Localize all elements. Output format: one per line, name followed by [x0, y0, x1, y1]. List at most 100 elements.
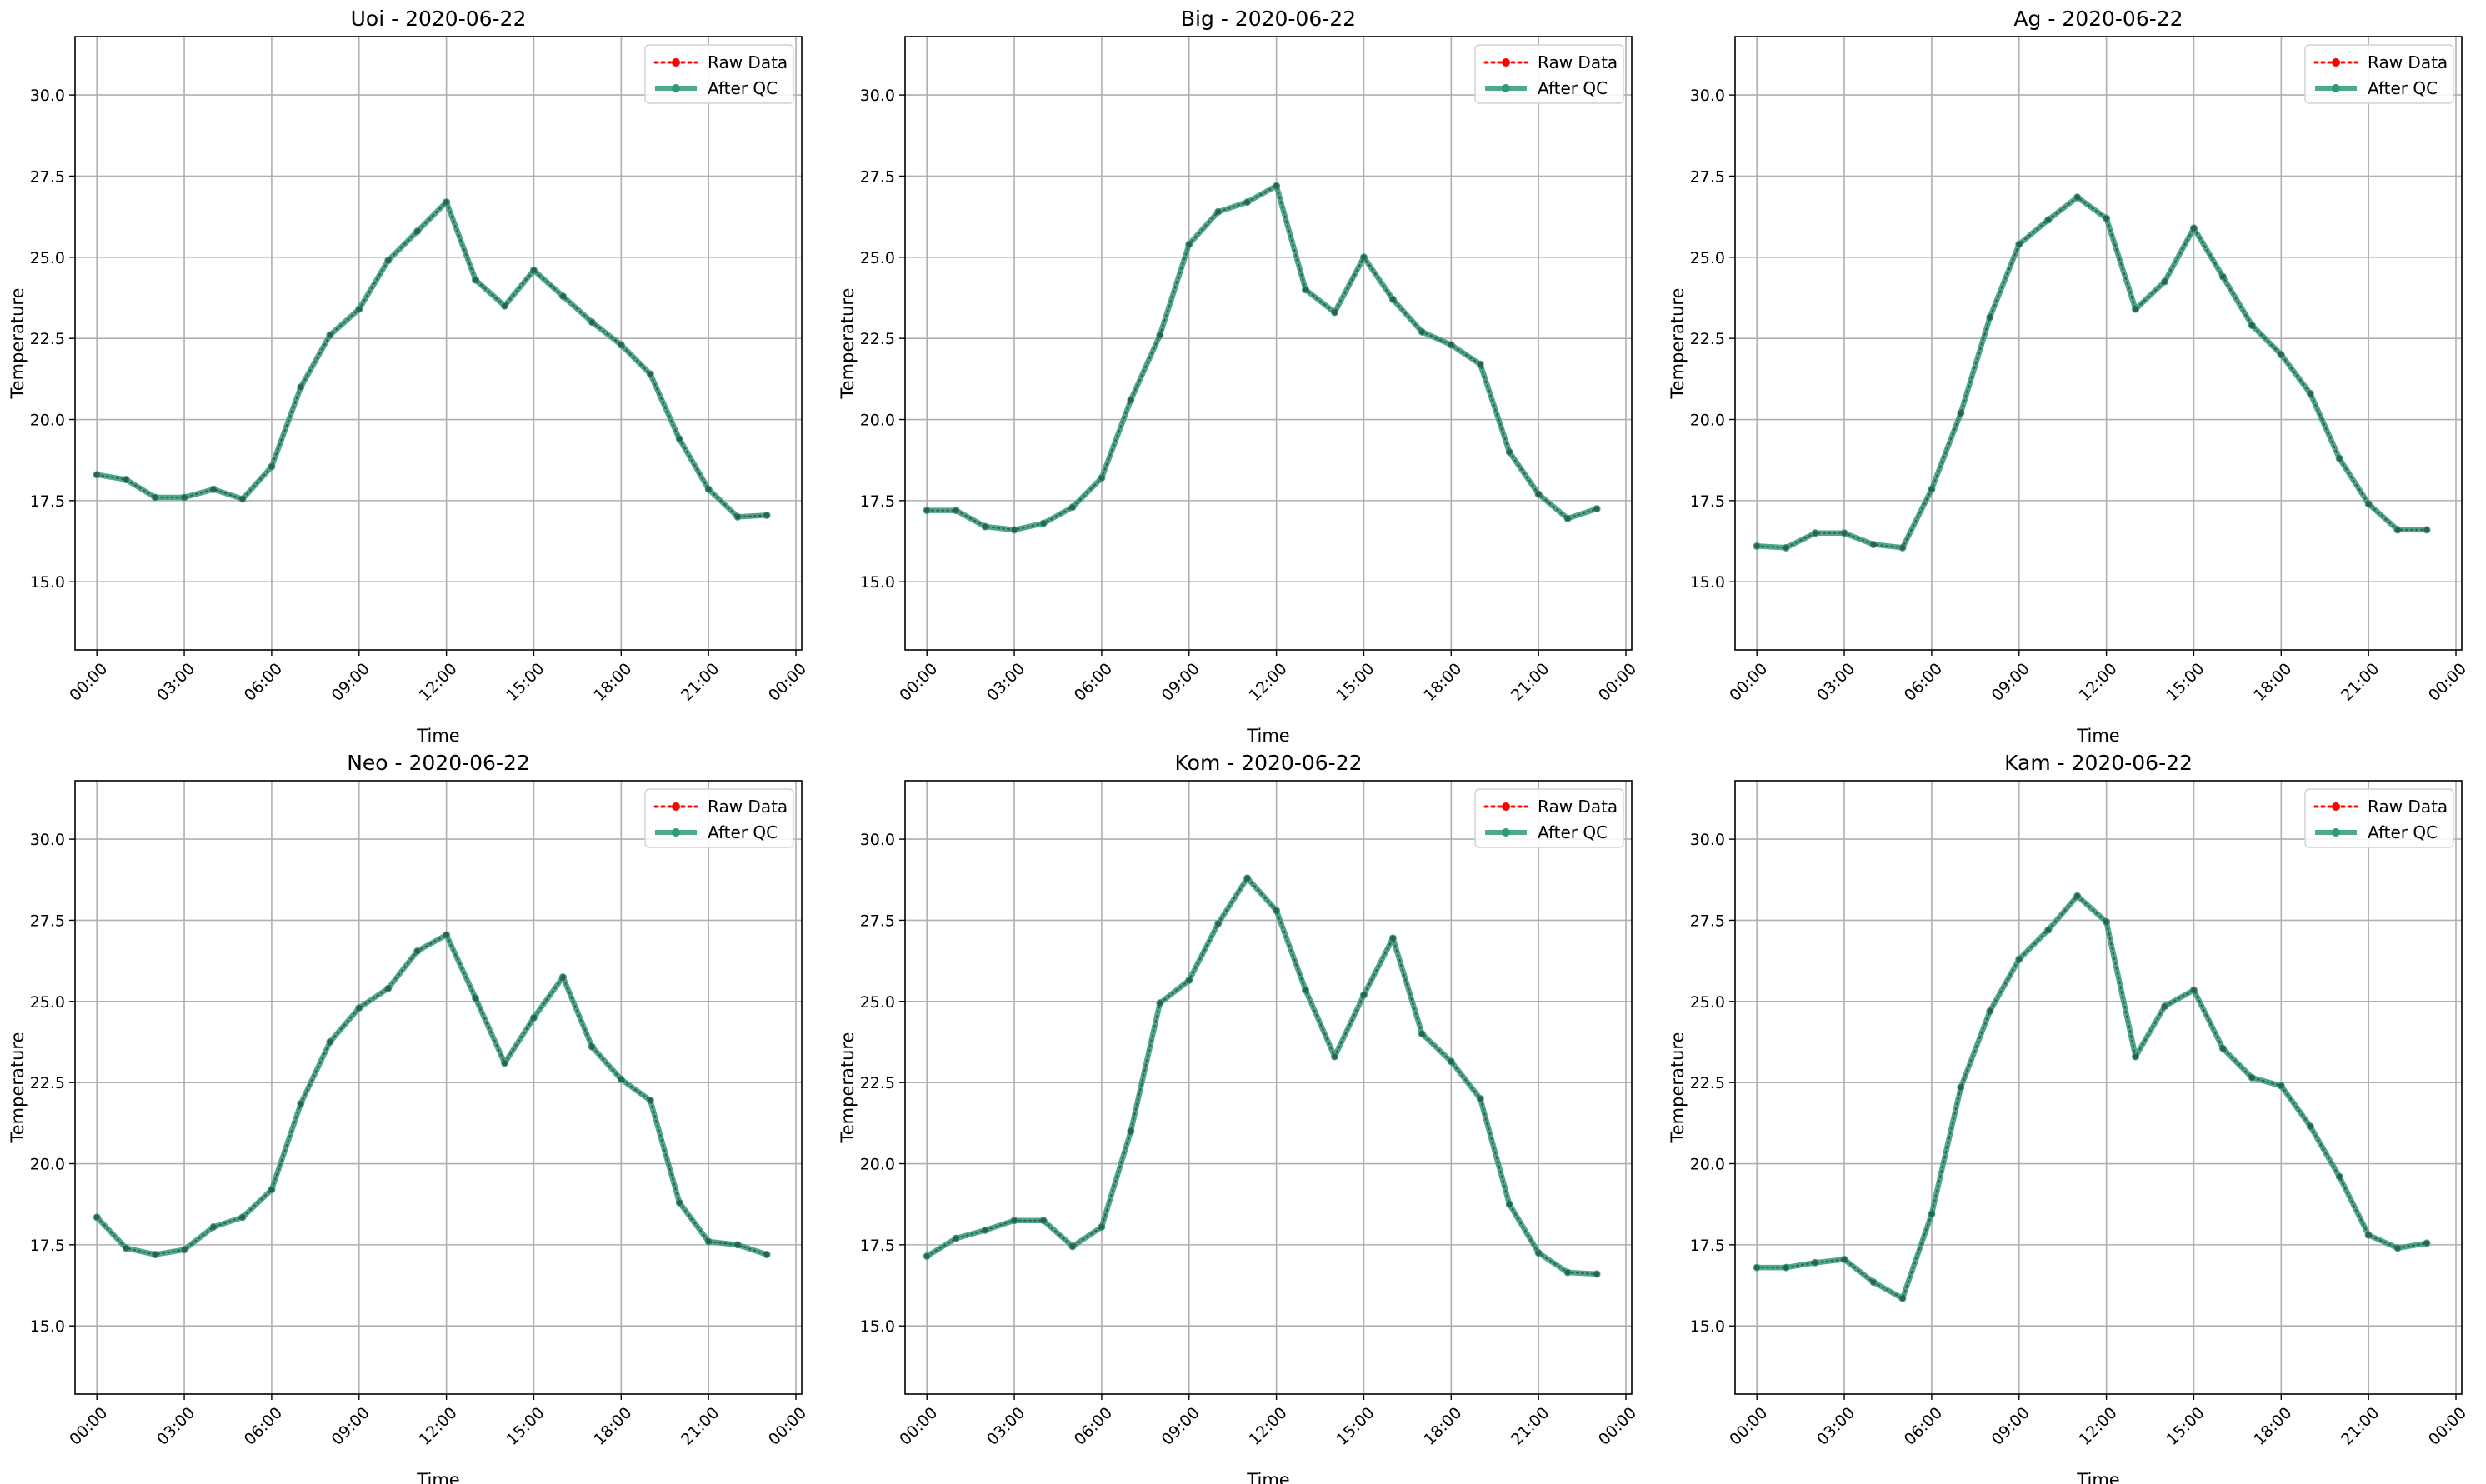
x-tick-label: 09:00	[1988, 1404, 2033, 1449]
y-tick-label: 30.0	[860, 87, 895, 105]
x-tick-label: 21:00	[2338, 1404, 2383, 1449]
point-raw-data	[734, 514, 741, 520]
point-raw-data	[2220, 273, 2226, 280]
point-raw-data	[239, 1214, 246, 1220]
x-tick-label: 09:00	[328, 660, 373, 705]
x-tick-label: 03:00	[983, 1404, 1028, 1449]
chart-title: Kom - 2020-06-22	[1175, 751, 1363, 775]
point-raw-data	[2162, 1003, 2168, 1009]
point-raw-data	[618, 342, 624, 348]
point-raw-data	[1128, 1128, 1134, 1134]
x-tick-label: 09:00	[328, 1404, 373, 1449]
point-raw-data	[2103, 919, 2109, 925]
point-raw-data	[385, 257, 391, 263]
y-tick-label: 30.0	[1690, 87, 1725, 105]
legend-marker-after-qc	[2332, 828, 2340, 837]
point-raw-data	[1535, 1250, 1542, 1256]
point-raw-data	[1419, 1031, 1425, 1037]
chart-title: Neo - 2020-06-22	[347, 751, 530, 775]
series-line-raw-data	[926, 184, 1598, 532]
point-raw-data	[1564, 1269, 1571, 1276]
series-line-raw-data	[1756, 196, 2428, 549]
point-raw-data	[2365, 501, 2372, 507]
y-tick-label: 27.5	[1690, 167, 1725, 186]
x-tick-label: 03:00	[1813, 1404, 1858, 1449]
point-raw-data	[1812, 530, 1818, 537]
x-axis-label: Time	[416, 1470, 459, 1484]
point-raw-data	[473, 277, 478, 283]
x-tick-label: 00:00	[896, 1404, 941, 1449]
plot-area	[1735, 37, 2462, 650]
x-tick-label: 15:00	[1333, 660, 1378, 705]
point-raw-data	[2308, 1123, 2313, 1129]
point-raw-data	[1390, 297, 1396, 302]
point-raw-data	[2133, 306, 2138, 312]
x-tick-label: 18:00	[1420, 660, 1465, 705]
point-raw-data	[2074, 893, 2080, 899]
point-raw-data	[181, 1247, 188, 1252]
y-tick-label: 25.0	[1690, 993, 1725, 1012]
y-tick-label: 17.5	[1690, 492, 1725, 511]
plot-area	[1735, 781, 2462, 1394]
legend-marker-raw-data	[672, 58, 680, 67]
y-tick-label: 22.5	[1690, 330, 1725, 348]
y-tick-label: 27.5	[30, 912, 65, 930]
point-raw-data	[560, 293, 566, 299]
point-raw-data	[356, 1005, 362, 1011]
x-tick-label: 15:00	[503, 1404, 548, 1449]
x-tick-label: 18:00	[590, 660, 635, 705]
y-tick-label: 22.5	[30, 330, 65, 348]
point-raw-data	[2074, 194, 2080, 200]
point-raw-data	[414, 948, 420, 954]
legend-marker-raw-data	[2332, 58, 2340, 67]
point-raw-data	[1040, 520, 1047, 527]
x-tick-label: 00:00	[765, 1404, 810, 1449]
legend-label-after-qc: After QC	[2368, 822, 2438, 842]
point-raw-data	[2016, 242, 2022, 247]
point-raw-data	[94, 1214, 100, 1220]
y-tick-label: 15.0	[860, 1317, 895, 1336]
x-tick-label: 03:00	[1813, 660, 1858, 705]
point-raw-data	[1928, 487, 1935, 492]
point-raw-data	[1987, 1008, 1993, 1014]
point-raw-data	[123, 1245, 129, 1251]
point-raw-data	[2249, 1075, 2255, 1081]
x-tick-label: 06:00	[1901, 1404, 1946, 1449]
point-raw-data	[152, 1252, 158, 1257]
point-raw-data	[210, 1224, 217, 1230]
chart-panel-2: 15.0 17.5 20.0 22.5 25.0 27.5 30.0 00:00 03:00 06…	[838, 7, 1640, 746]
point-raw-data	[953, 1235, 959, 1242]
point-raw-data	[327, 332, 333, 338]
point-raw-data	[1098, 1224, 1105, 1230]
x-tick-label: 09:00	[1988, 660, 2033, 705]
legend-marker-after-qc	[672, 84, 680, 92]
point-raw-data	[763, 1252, 770, 1257]
x-tick-label: 12:00	[1245, 1404, 1290, 1449]
x-tick-label: 03:00	[153, 1404, 198, 1449]
y-tick-label: 17.5	[1690, 1237, 1725, 1255]
series-line-raw-data	[1756, 894, 2428, 1300]
y-axis-label: Temperature	[838, 287, 858, 399]
y-axis-label: Temperature	[8, 287, 28, 399]
point-raw-data	[1593, 506, 1600, 512]
point-raw-data	[1361, 254, 1367, 261]
x-tick-label: 12:00	[1245, 660, 1290, 705]
point-raw-data	[1478, 362, 1483, 367]
y-tick-label: 20.0	[30, 1156, 65, 1174]
x-tick-label: 06:00	[241, 1404, 286, 1449]
point-raw-data	[982, 523, 988, 530]
y-tick-label: 30.0	[30, 831, 65, 849]
point-raw-data	[1870, 1279, 1877, 1285]
x-tick-label: 00:00	[1726, 1404, 1771, 1449]
point-raw-data	[1419, 329, 1425, 335]
point-raw-data	[2220, 1046, 2226, 1052]
point-raw-data	[2423, 1240, 2430, 1247]
x-tick-label: 18:00	[590, 1404, 635, 1449]
plot-area	[75, 781, 802, 1394]
legend-marker-raw-data	[1502, 58, 1510, 67]
point-raw-data	[94, 472, 100, 477]
point-raw-data	[705, 1238, 712, 1245]
x-tick-label: 21:00	[678, 1404, 723, 1449]
y-tick-label: 20.0	[860, 1156, 895, 1174]
y-tick-label: 30.0	[1690, 831, 1725, 849]
